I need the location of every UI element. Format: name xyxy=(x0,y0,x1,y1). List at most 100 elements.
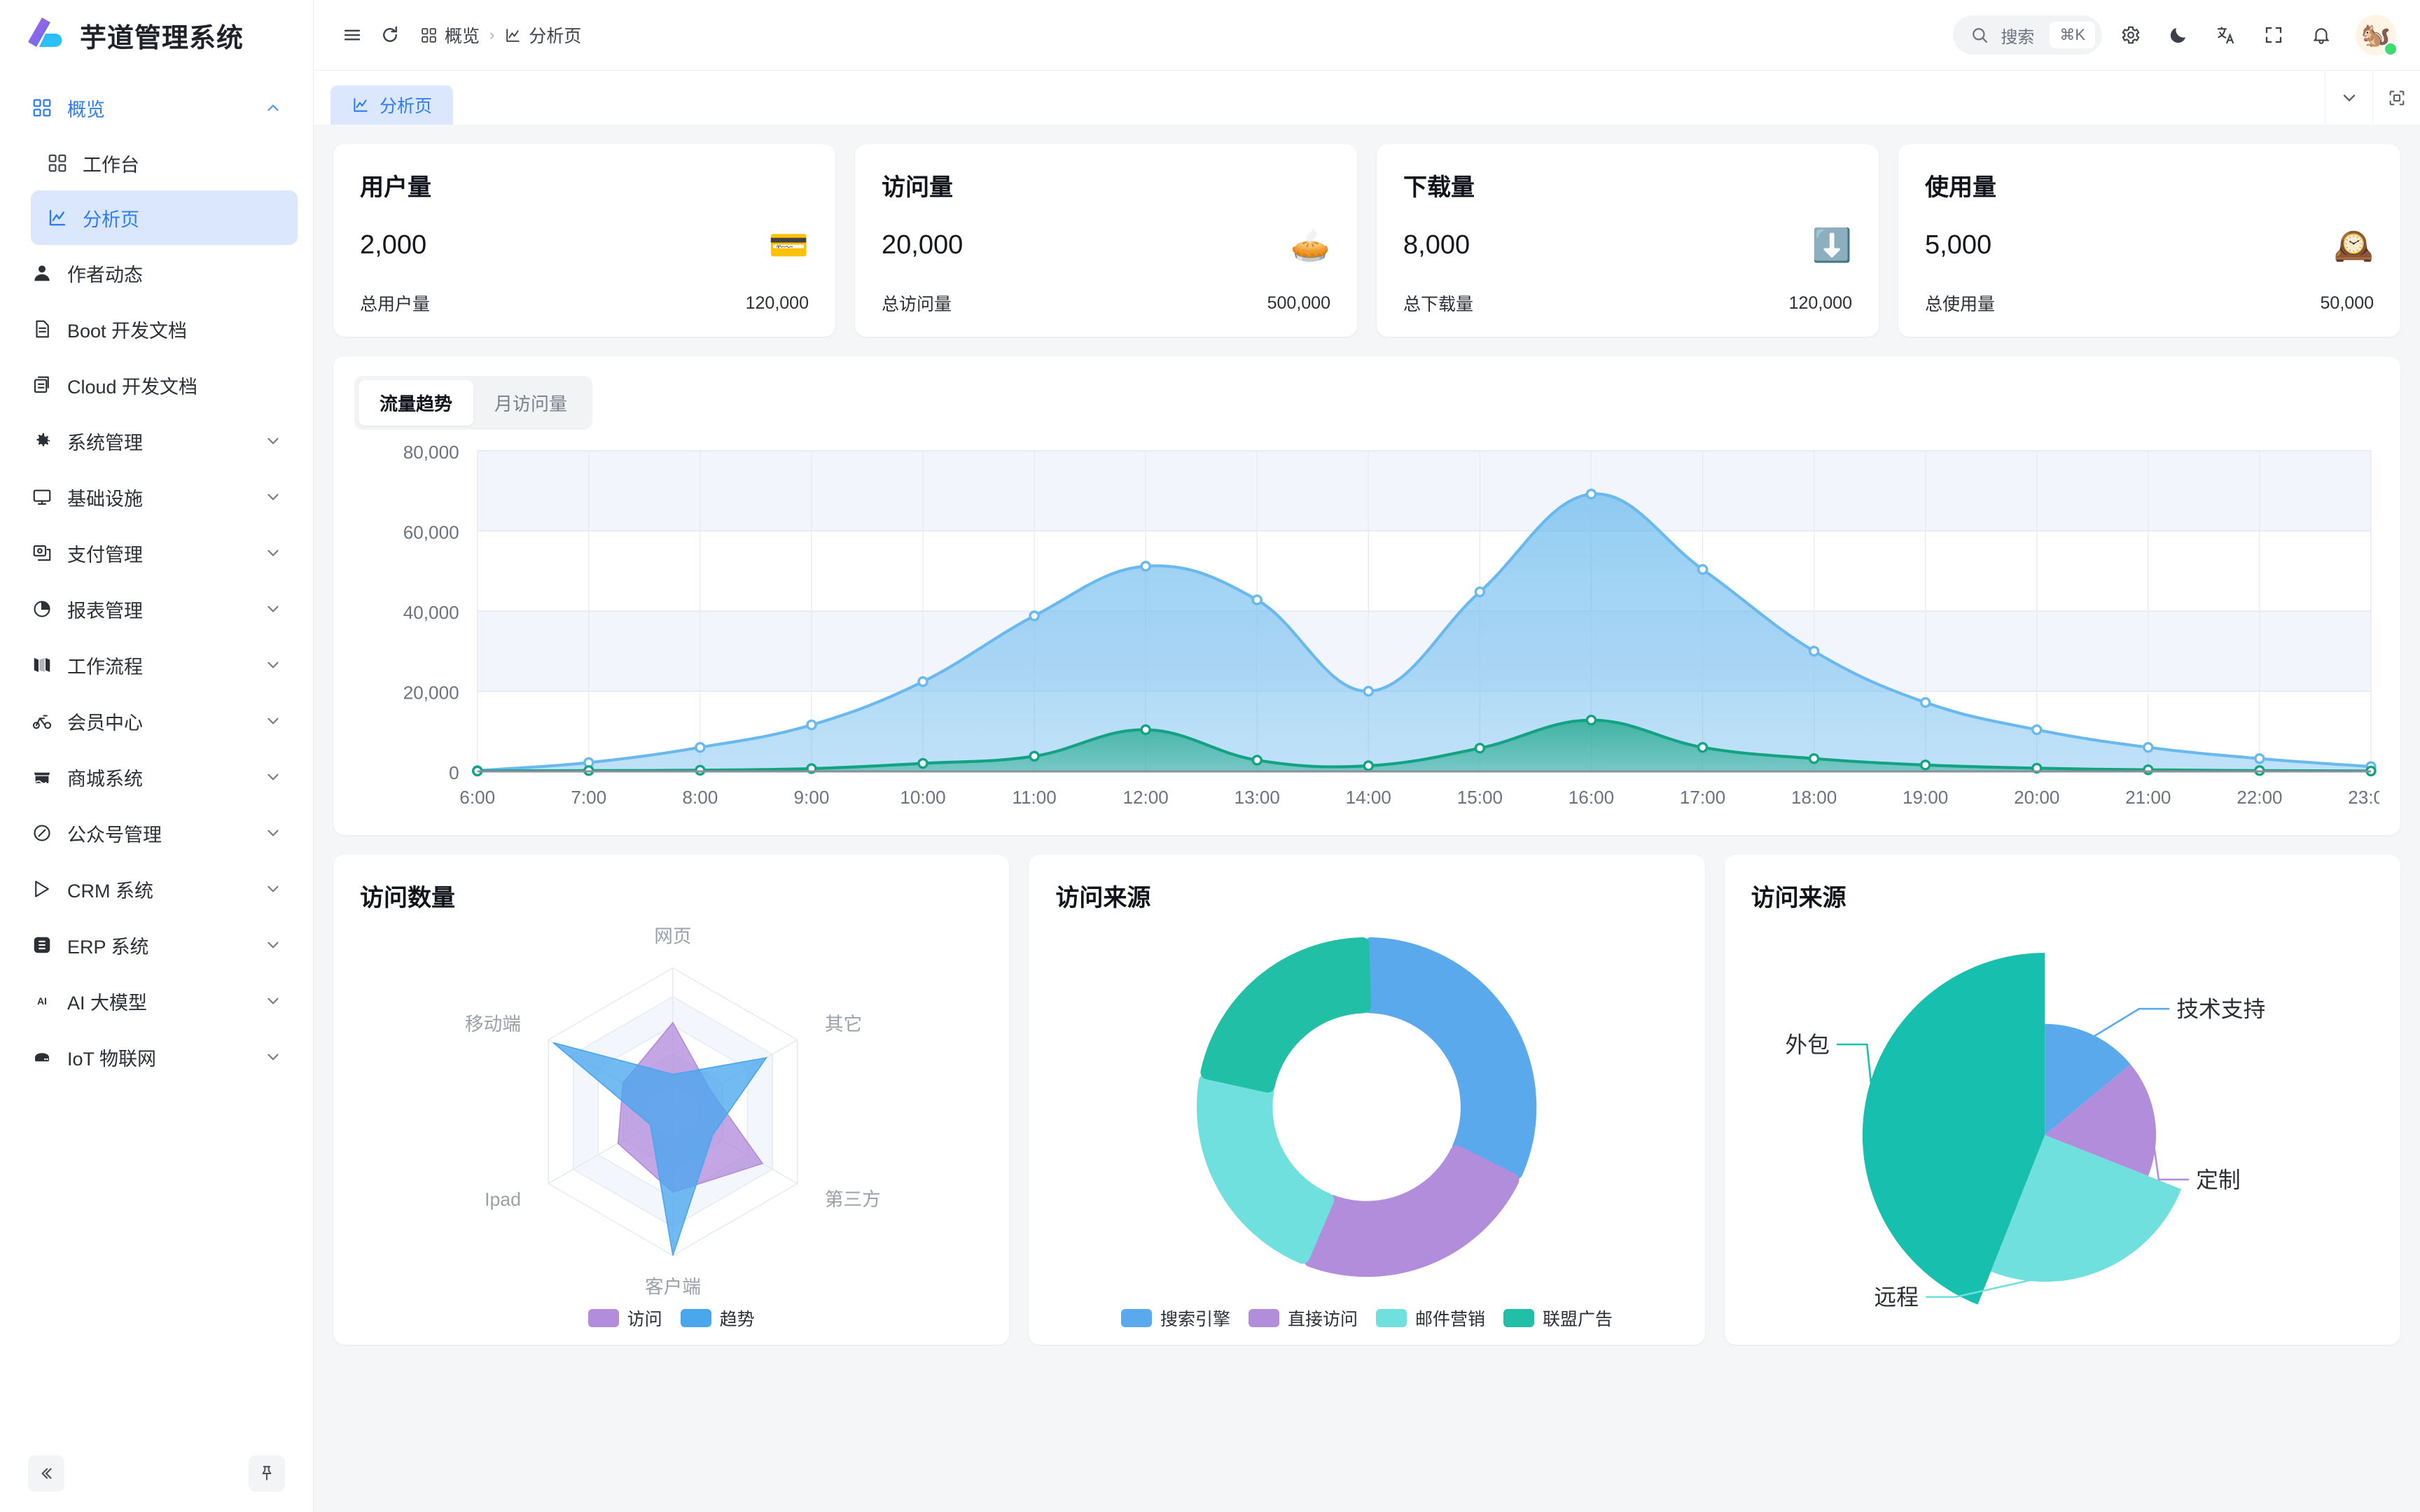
radar-card: 访问数量 网页 其它 第三方 客户端 Ipad 移动端 访问 趋势 xyxy=(333,855,1010,1345)
sidebar-item-member-center[interactable]: 会员中心 xyxy=(15,693,298,749)
user-icon xyxy=(31,262,53,284)
stat-value: 8,000 xyxy=(1403,230,1470,260)
stat-card-usage: 使用量 5,000 🕰️ 总使用量 50,000 xyxy=(1898,144,2400,337)
pie-card: 访问来源 技术支持 定制 远程 外包 xyxy=(1724,855,2400,1345)
fullscreen-icon[interactable] xyxy=(2255,16,2293,54)
sidebar-item-official-account[interactable]: 公众号管理 xyxy=(15,805,298,861)
sidebar-item-label: Cloud 开发文档 xyxy=(67,376,198,398)
chart-icon xyxy=(354,98,368,112)
bell-icon[interactable] xyxy=(2302,16,2340,54)
sidebar-item-crm-system[interactable]: CRM 系统 xyxy=(15,861,298,917)
card-title: 访问来源 xyxy=(1055,885,1151,911)
payment-icon xyxy=(31,542,53,564)
collapse-sidebar-icon[interactable] xyxy=(28,1455,64,1492)
sidebar-item-system-management[interactable]: 系统管理 xyxy=(15,413,298,469)
sidebar-item-overview[interactable]: 概览 xyxy=(15,80,298,136)
legend-item[interactable]: 趋势 xyxy=(680,1306,755,1331)
credit-card-icon: 💳 xyxy=(768,227,809,263)
svg-text:0: 0 xyxy=(449,762,459,783)
sidebar-subgroup-overview: 工作台 分析页 xyxy=(15,136,298,245)
sidebar-item-erp-system[interactable]: ERP 系统 xyxy=(15,917,298,973)
chevron-down-icon[interactable] xyxy=(2325,70,2372,125)
compass-icon xyxy=(31,822,53,844)
search-input[interactable]: 搜索 ⌘K xyxy=(1953,15,2102,55)
sidebar-item-label: 工作流程 xyxy=(67,656,143,678)
pin-icon[interactable] xyxy=(249,1455,285,1492)
donut-figure xyxy=(1055,913,1678,1301)
sidebar-item-workbench[interactable]: 工作台 xyxy=(31,136,298,190)
legend-swatch xyxy=(1375,1309,1407,1327)
trend-tab-monthly[interactable]: 月访问量 xyxy=(494,393,568,414)
card-title: 访问量 xyxy=(882,174,953,201)
sidebar-item-label: 概览 xyxy=(67,99,105,120)
sidebar-item-analysis[interactable]: 分析页 xyxy=(31,190,298,245)
sidebar-item-iot[interactable]: IoT 物联网 xyxy=(15,1029,298,1085)
svg-text:20,000: 20,000 xyxy=(403,682,459,704)
breadcrumb-item-overview[interactable]: 概览 xyxy=(420,22,480,48)
svg-text:12:00: 12:00 xyxy=(1122,787,1168,808)
grid-icon xyxy=(31,97,53,119)
legend-item[interactable]: 联盟广告 xyxy=(1503,1306,1613,1331)
avatar[interactable]: 🐿️ xyxy=(2356,15,2398,56)
stat-cards: 用户量 2,000 💳 总用户量 120,000 访问量 20,000 🥧 xyxy=(333,144,2400,337)
moon-icon[interactable] xyxy=(2160,16,2197,54)
tabbar-actions xyxy=(2325,70,2420,125)
stat-value: 20,000 xyxy=(882,230,964,260)
stat-total-value: 500,000 xyxy=(1267,293,1330,313)
brand-logo[interactable]: 芋道管理系统 xyxy=(0,0,313,70)
card-title: 访问来源 xyxy=(1751,885,1847,911)
sidebar-item-infrastructure[interactable]: 基础设施 xyxy=(15,469,298,525)
stat-total-label: 总用户量 xyxy=(360,295,431,314)
sidebar-item-label: 系统管理 xyxy=(67,432,143,454)
sidebar-item-label: IoT 物联网 xyxy=(67,1048,157,1070)
status-badge xyxy=(2384,42,2398,56)
translate-icon[interactable] xyxy=(2207,16,2245,54)
stat-total-label: 总使用量 xyxy=(1925,295,1996,314)
legend-swatch xyxy=(1503,1309,1534,1327)
svg-text:10:00: 10:00 xyxy=(900,787,945,808)
svg-text:18:00: 18:00 xyxy=(1791,787,1837,808)
chevron-down-icon xyxy=(264,992,282,1010)
tab-analysis[interactable]: 分析页 xyxy=(331,85,454,125)
legend-swatch xyxy=(587,1309,619,1327)
copy-document-icon xyxy=(31,374,53,396)
chevron-down-icon xyxy=(264,600,282,618)
svg-text:移动端: 移动端 xyxy=(465,1014,521,1035)
legend-item[interactable]: 直接访问 xyxy=(1248,1306,1358,1331)
expand-icon[interactable] xyxy=(2372,70,2420,125)
hamburger-icon[interactable] xyxy=(333,16,371,54)
sidebar-item-boot-docs[interactable]: Boot 开发文档 xyxy=(15,301,298,357)
sidebar-item-author-news[interactable]: 作者动态 xyxy=(15,245,298,301)
sidebar-item-cloud-docs[interactable]: Cloud 开发文档 xyxy=(15,357,298,413)
refresh-icon[interactable] xyxy=(371,16,409,54)
legend-item[interactable]: 邮件营销 xyxy=(1375,1306,1485,1331)
chevron-down-icon xyxy=(264,432,282,450)
chevron-down-icon xyxy=(264,656,282,674)
sidebar-item-mall-system[interactable]: 商城系统 xyxy=(15,749,298,805)
sidebar-item-label: 公众号管理 xyxy=(67,824,162,846)
svg-text:第三方: 第三方 xyxy=(825,1189,881,1210)
svg-text:21:00: 21:00 xyxy=(2125,787,2171,808)
bike-icon xyxy=(31,710,53,732)
trend-tab-traffic[interactable]: 流量趋势 xyxy=(359,380,474,426)
breadcrumb-item-analysis[interactable]: 分析页 xyxy=(504,22,581,48)
top-bar: 概览 › 分析页 搜索 ⌘K xyxy=(314,0,2420,70)
legend-item[interactable]: 搜索引擎 xyxy=(1120,1306,1230,1331)
svg-text:22:00: 22:00 xyxy=(2237,787,2282,808)
svg-text:远程: 远程 xyxy=(1874,1284,1919,1310)
gear-icon[interactable] xyxy=(2112,16,2150,54)
chevron-down-icon xyxy=(264,824,282,842)
sidebar-item-payment-management[interactable]: 支付管理 xyxy=(15,525,298,581)
legend-swatch xyxy=(680,1309,711,1327)
svg-text:外包: 外包 xyxy=(1785,1032,1830,1057)
breadcrumb-separator: › xyxy=(489,26,495,43)
sidebar-item-workflow[interactable]: 工作流程 xyxy=(15,637,298,693)
svg-text:13:00: 13:00 xyxy=(1235,787,1280,808)
sidebar-item-report-management[interactable]: 报表管理 xyxy=(15,581,298,637)
legend-label: 邮件营销 xyxy=(1414,1310,1485,1329)
stat-total-value: 120,000 xyxy=(745,293,809,313)
legend-item[interactable]: 访问 xyxy=(587,1306,662,1331)
sidebar-item-ai-model[interactable]: AI AI 大模型 xyxy=(15,973,298,1029)
donut-card: 访问来源 搜索引擎 直接访问 邮件营销 xyxy=(1029,855,1705,1345)
svg-text:17:00: 17:00 xyxy=(1680,787,1725,808)
